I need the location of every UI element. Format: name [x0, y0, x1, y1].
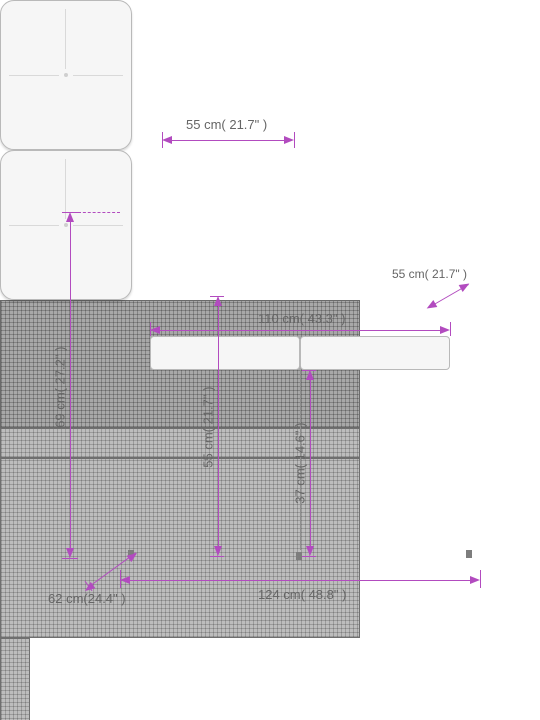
arm-left [0, 638, 30, 720]
pillow-right [0, 150, 132, 300]
dim-label: 55 cm( 21.7" ) [201, 387, 215, 468]
pillow-left [0, 0, 132, 150]
sofa-leg [466, 550, 472, 558]
dim-label: 69 cm( 27.2" ) [53, 347, 67, 428]
seat-cushion-right [300, 336, 450, 370]
seat-cushion-left [150, 336, 300, 370]
dim-label: 55 cm( 21.7" ) [186, 118, 267, 132]
dim-label: 110 cm( 43.3" ) [258, 312, 345, 326]
dim-label: 55 cm( 21.7" ) [392, 268, 467, 281]
dim-label: 124 cm( 48.8" ) [258, 588, 346, 602]
dim-label: 37 cm( 14.6" ) [293, 423, 307, 504]
dim-label: 62 cm(24.4" ) [48, 592, 126, 606]
diagram-canvas: 55 cm( 21.7" ) 110 cm( 43.3" ) 55 cm( 21… [0, 0, 540, 720]
